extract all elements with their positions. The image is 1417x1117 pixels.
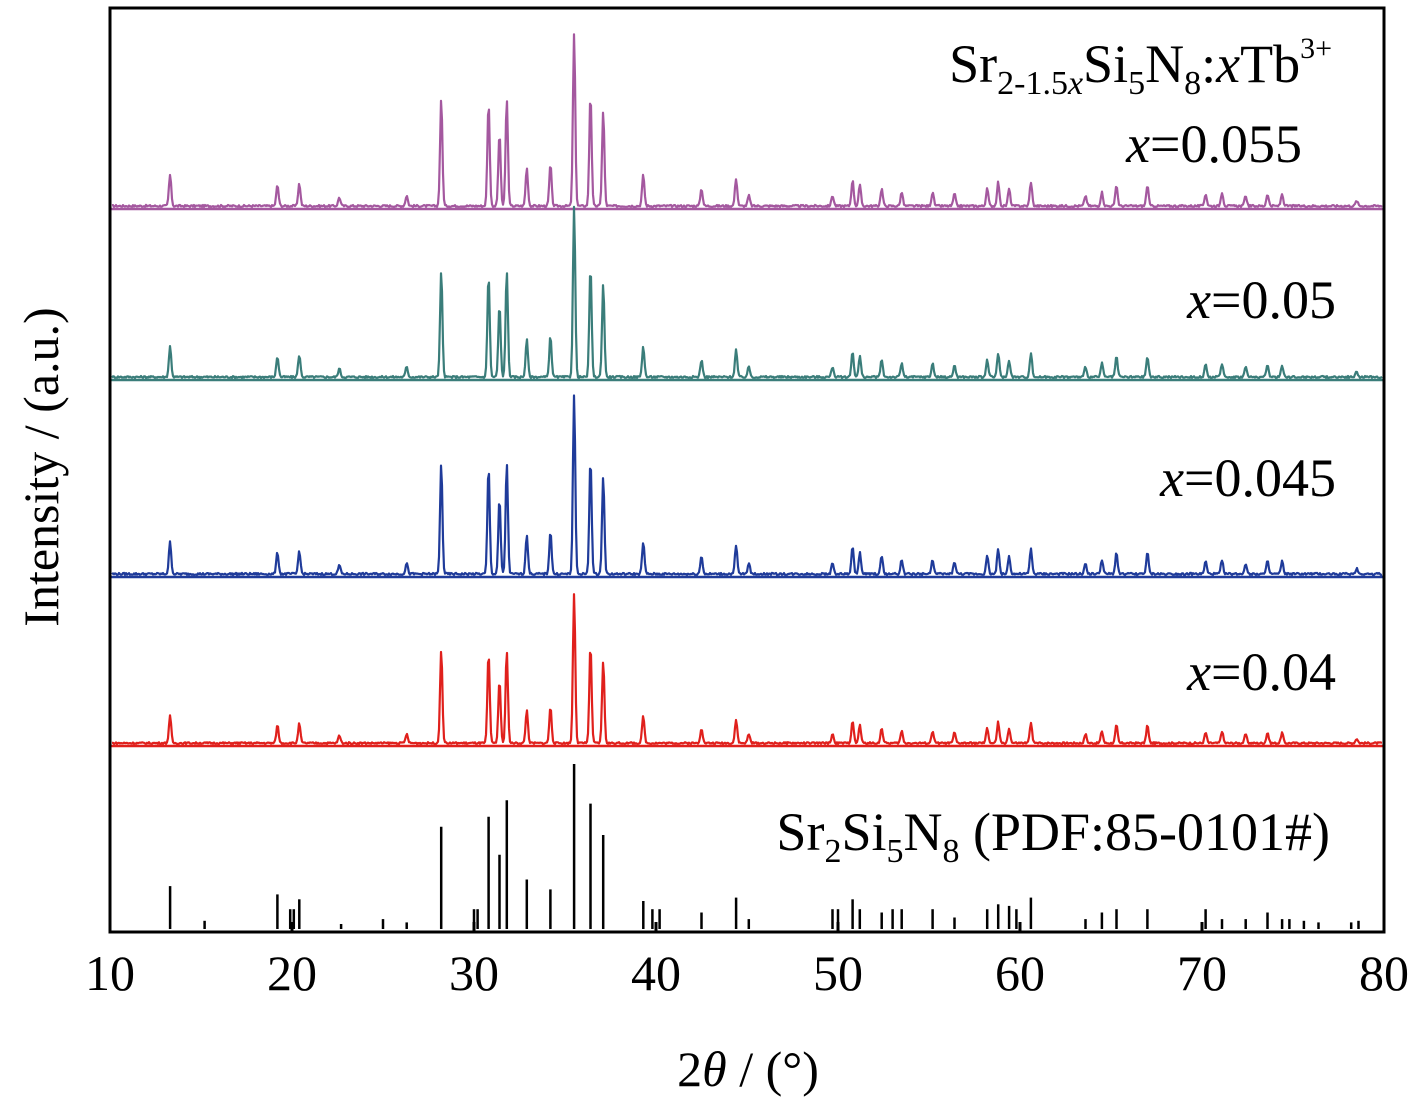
x-axis: 10 20 30 40 50 60 70 80 xyxy=(85,922,1409,1001)
x-tick-label: 60 xyxy=(995,945,1045,1001)
series-line-x-0-055 xyxy=(111,33,1383,209)
plot-frame xyxy=(108,6,1386,934)
plot-area xyxy=(110,33,1384,929)
series-label-x-0-05: x=0.05 xyxy=(1186,270,1336,330)
x-axis-label: 2θ / (°) xyxy=(677,1041,819,1097)
formula-label: Sr2-1.5xSi5N8:xTb3+ xyxy=(949,32,1332,102)
series-line-x-0-04 xyxy=(111,593,1383,746)
reference-label: Sr2Si5N8 (PDF:85-0101#) xyxy=(776,802,1330,870)
x-tick-label: 40 xyxy=(631,945,681,1001)
series-label-x-0-045: x=0.045 xyxy=(1159,448,1336,508)
x-tick-label: 50 xyxy=(813,945,863,1001)
x-tick-label: 30 xyxy=(449,945,499,1001)
y-axis-label: Intensity / (a.u.) xyxy=(13,307,69,626)
x-tick-label: 70 xyxy=(1177,945,1227,1001)
x-tick-label: 20 xyxy=(267,945,317,1001)
series-label-x-0-04: x=0.04 xyxy=(1186,642,1336,702)
series-line-x-0-05 xyxy=(111,205,1383,380)
series-line-x-0-045 xyxy=(111,394,1383,577)
x-tick-label: 10 xyxy=(85,945,135,1001)
x-tick-label: 80 xyxy=(1359,945,1409,1001)
series-label-x-0-055: x=0.055 xyxy=(1125,114,1302,174)
